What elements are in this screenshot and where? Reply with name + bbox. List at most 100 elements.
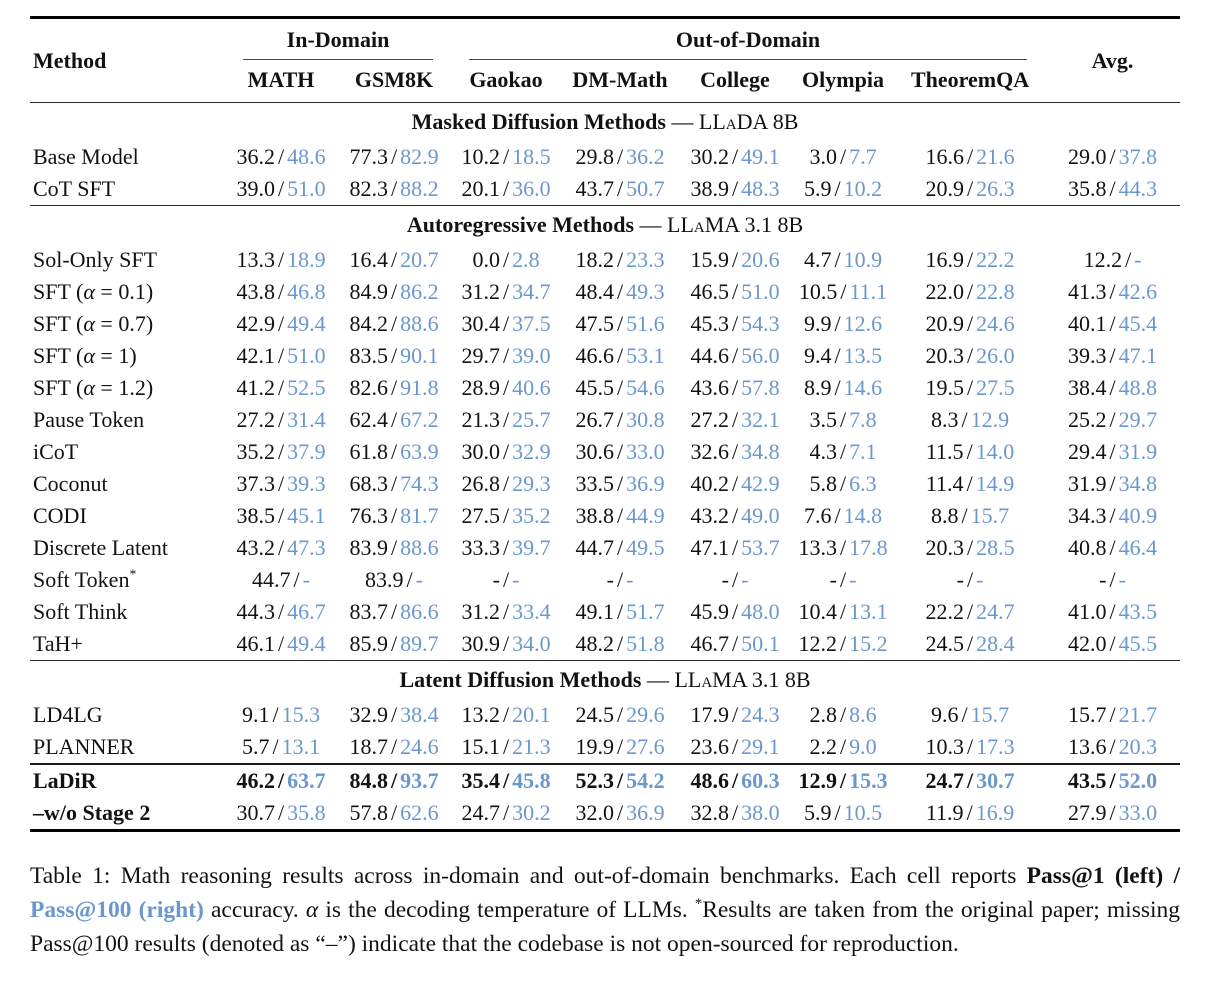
pass1-value: 31.2 [461, 279, 500, 304]
pass1-value: 8.3 [930, 407, 959, 432]
pass100-value: 35.2 [512, 503, 551, 528]
pass100-value: 29.6 [626, 702, 665, 727]
slash-separator: / [839, 734, 847, 759]
value-cell: 12.2/15.2 [791, 628, 895, 661]
method-cell: CoT SFT [33, 176, 116, 201]
slash-separator: / [390, 503, 398, 528]
pass100-value: 31.4 [287, 407, 326, 432]
pass1-value: 20.1 [461, 176, 500, 201]
section-header-row: Autoregressive Methods — LLaMA 3.1 8B [30, 205, 1181, 245]
value-cell: 32.9/38.4 [337, 699, 451, 731]
pass1-value: 16.4 [349, 247, 388, 272]
value-cell: 47.5/51.6 [561, 308, 679, 340]
pass1-value: 33.3 [461, 535, 500, 560]
method-cell: SFT (α = 1) [33, 343, 137, 368]
pass100-value: 26.3 [976, 176, 1015, 201]
slash-separator: / [731, 439, 739, 464]
col-gaokao: Gaokao [469, 67, 543, 92]
pass1-value: 30.7 [236, 800, 275, 825]
pass100-value: - [302, 567, 310, 592]
slash-separator: / [731, 144, 739, 169]
pass100-value: 20.3 [1118, 734, 1158, 759]
pass100-value: 54.2 [626, 768, 665, 793]
pass1-value: 42.1 [236, 343, 275, 368]
pass1-value: 5.9 [803, 800, 832, 825]
slash-separator: / [731, 471, 739, 496]
slash-separator: / [1109, 375, 1116, 400]
value-cell: 27.9/33.0 [1045, 797, 1180, 831]
value-cell: 83.5/90.1 [337, 340, 451, 372]
pass1-value: 34.3 [1068, 503, 1107, 528]
table-row: SFT (α = 0.7) 42.9/49.4 84.2/88.6 30.4/37.5… [30, 308, 1180, 340]
table-row: SFT (α = 1.2) 41.2/52.5 82.6/91.8 28.9/40.6… [30, 372, 1180, 404]
caption-segment: Pass@100 (right) [30, 897, 204, 923]
value-cell: 26.7/30.8 [561, 404, 679, 436]
pass1-value: 30.2 [690, 144, 729, 169]
slash-separator: / [961, 407, 968, 432]
value-cell: 30.6/33.0 [561, 436, 679, 468]
method-cell: Discrete Latent [33, 535, 168, 560]
slash-separator: / [390, 734, 398, 759]
slash-separator: / [839, 702, 847, 727]
value-cell: 57.8/62.6 [337, 797, 451, 831]
slash-separator: / [966, 311, 974, 336]
pass100-value: 7.8 [849, 407, 877, 432]
slash-separator: / [277, 375, 285, 400]
pass1-value: 46.7 [690, 631, 729, 656]
pass1-value: 10.4 [798, 599, 837, 624]
pass100-value: 49.5 [626, 535, 665, 560]
value-cell: 39.3/47.1 [1045, 340, 1180, 372]
pass1-value: 43.6 [690, 375, 729, 400]
pass1-value: 41.0 [1068, 599, 1107, 624]
value-cell: 33.5/36.9 [561, 468, 679, 500]
pass1-value: 35.2 [236, 439, 275, 464]
col-dm-math: DM-Math [572, 67, 668, 92]
pass100-value: 15.2 [849, 631, 888, 656]
value-cell: 38.4/48.8 [1045, 372, 1180, 404]
slash-separator: / [277, 279, 285, 304]
slash-separator: / [390, 702, 398, 727]
pass100-value: 36.0 [512, 176, 551, 201]
pass100-value: 48.0 [741, 599, 780, 624]
value-cell: 33.3/39.7 [451, 532, 561, 564]
slash-separator: / [834, 176, 841, 201]
value-cell: 46.5/51.0 [679, 276, 791, 308]
method-cell: Coconut [33, 471, 108, 496]
value-cell: 19.9/27.6 [561, 731, 679, 764]
pass100-value: 44.9 [626, 503, 665, 528]
results-table: Method In-Domain Out-of-Domain Avg. MATH… [30, 16, 1181, 832]
slash-separator: / [1109, 702, 1116, 727]
pass1-value: 83.7 [349, 599, 388, 624]
value-cell: - / - [679, 564, 791, 596]
value-cell: 83.9/88.6 [337, 532, 451, 564]
pass1-value: 15.7 [1068, 702, 1107, 727]
pass1-value: 84.2 [349, 311, 388, 336]
pass1-value: 46.1 [236, 631, 275, 656]
method-cell: TaH+ [33, 631, 83, 656]
table-caption: Table 1: Math reasoning results across i… [30, 859, 1180, 961]
slash-separator: / [277, 343, 285, 368]
value-cell: 43.5/52.0 [1045, 764, 1180, 797]
table-row: SFT (α = 1) 42.1/51.0 83.5/90.1 29.7/39.0 46… [30, 340, 1180, 372]
slash-separator: / [390, 279, 398, 304]
slash-separator: / [390, 247, 398, 272]
pass100-value: 51.7 [626, 599, 665, 624]
pass100-value: 38.4 [400, 702, 439, 727]
slash-separator: / [277, 176, 285, 201]
value-cell: 27.2/32.1 [679, 404, 791, 436]
pass1-value: 18.2 [575, 247, 614, 272]
pass100-value: 51.0 [287, 343, 326, 368]
value-cell: 76.3/81.7 [337, 500, 451, 532]
pass1-value: 22.0 [925, 279, 964, 304]
pass1-value: 23.6 [690, 734, 729, 759]
slash-separator: / [1125, 247, 1132, 272]
table-row: Coconut 37.3/39.3 68.3/74.3 26.8/29.3 33.5/3… [30, 468, 1180, 500]
slash-separator: / [966, 535, 974, 560]
table-row: Soft Think 44.3/46.7 83.7/86.6 31.2/33.4 49.… [30, 596, 1180, 628]
slash-separator: / [731, 702, 739, 727]
pass1-value: 41.2 [236, 375, 275, 400]
value-cell: 42.1/51.0 [225, 340, 337, 372]
pass100-value: 16.9 [975, 800, 1015, 825]
pass1-value: 43.5 [1068, 768, 1107, 793]
value-cell: 43.2/47.3 [225, 532, 337, 564]
